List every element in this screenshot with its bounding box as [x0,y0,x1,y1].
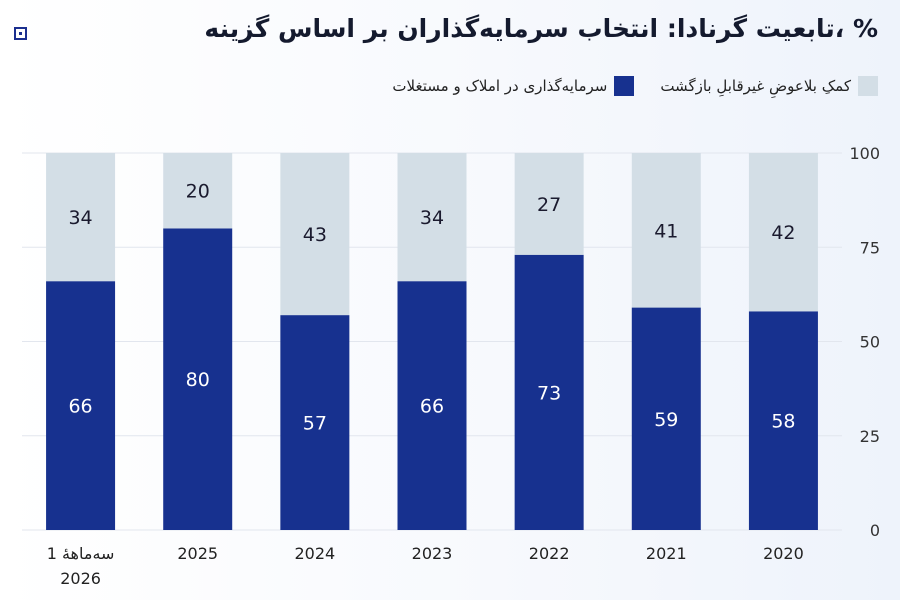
data-label: 43 [303,224,327,246]
legend-swatch-real-estate [614,76,635,96]
logo-icon [14,27,27,40]
x-tick-label: 2022 [529,544,570,563]
bar-real-estate [397,281,467,530]
bar-donation [163,153,233,229]
x-tick-label: 2025 [177,544,218,563]
bar-real-estate [514,254,584,531]
x-tick-label: سه‌ماههٔ 1 [47,544,115,563]
bar-donation [514,153,584,255]
data-label: 34 [420,207,444,229]
legend: کمکِ بلاعوضِ غیرقابلِ بازگشت سرمایه‌گذار… [392,76,878,96]
chart-title: % ،تابعیت گرنادا: انتخاب سرمایه‌گذاران ب… [204,14,878,43]
bar-real-estate [280,315,350,530]
data-label: 41 [654,220,678,242]
data-label: 73 [537,382,561,404]
bar-donation [280,153,350,316]
y-tick-label: 0 [870,521,880,540]
data-label: 66 [420,396,444,418]
data-label: 27 [537,194,561,216]
legend-item-real-estate: سرمایه‌گذاری در املاک و مستغلات [392,76,635,96]
x-tick-label: 2023 [412,544,453,563]
data-label: 80 [186,369,210,391]
data-label: 42 [771,222,795,244]
data-label: 57 [303,413,327,435]
y-tick-label: 100 [849,144,880,163]
legend-item-donation: کمکِ بلاعوضِ غیرقابلِ بازگشت [660,76,878,96]
y-tick-label: 25 [860,427,880,446]
x-tick-label: 2020 [763,544,804,563]
bar-real-estate [631,307,701,530]
bar-real-estate [46,281,116,530]
data-label: 58 [771,411,795,433]
legend-label-real-estate: سرمایه‌گذاری در املاک و مستغلات [392,77,608,95]
bar-donation [46,153,116,282]
x-tick-label-year: 2026 [60,569,101,588]
data-label: 59 [654,409,678,431]
data-label: 66 [68,396,92,418]
data-label: 34 [68,207,92,229]
x-tick-label: 2024 [294,544,335,563]
data-label: 20 [186,181,210,203]
bar-donation [397,153,467,282]
bar-donation [631,153,701,308]
y-tick-label: 50 [860,333,880,352]
bar-donation [748,153,818,312]
bar-real-estate [748,311,818,530]
bar-real-estate [163,228,233,530]
x-tick-label: 2021 [646,544,687,563]
y-tick-label: 75 [860,238,880,257]
legend-swatch-donation [858,76,878,96]
legend-label-donation: کمکِ بلاعوضِ غیرقابلِ بازگشت [660,77,851,95]
